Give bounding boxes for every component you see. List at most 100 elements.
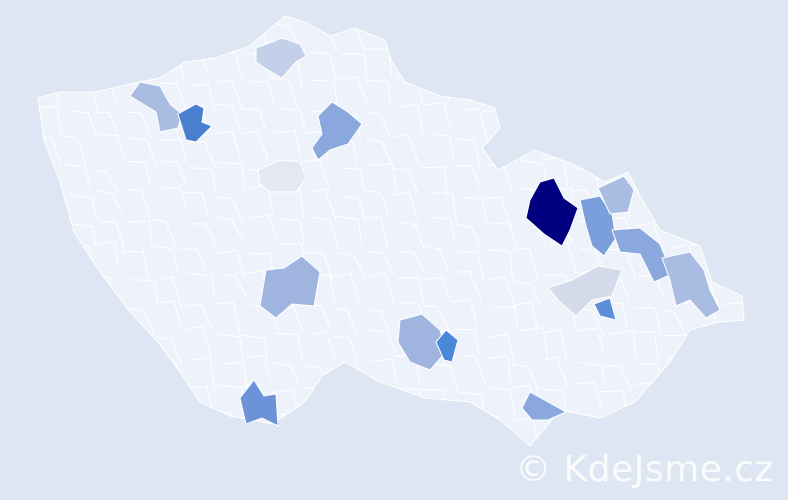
district-border (544, 24, 572, 57)
district-border (340, 52, 368, 83)
district-border (430, 450, 456, 476)
district-border (431, 363, 459, 392)
district-border (150, 219, 178, 249)
district-border (603, 81, 631, 108)
region-south-central (397, 313, 447, 371)
watermark-logo: © KdeJsme.cz (515, 449, 774, 490)
district-border (607, 104, 634, 129)
district-border (364, 419, 391, 446)
district-border (511, 78, 538, 109)
district-border (221, 361, 248, 387)
district-border (92, 111, 120, 138)
district-border (730, 327, 744, 357)
district-border (754, 383, 780, 412)
district-border (38, 106, 62, 134)
district-border (422, 244, 450, 273)
district-border (160, 138, 187, 162)
district-border (727, 223, 744, 254)
district-border (391, 191, 419, 220)
district-border (632, 331, 659, 360)
district-border (332, 382, 360, 410)
district-border (516, 45, 543, 76)
district-border (151, 413, 179, 440)
district-border (310, 188, 338, 222)
region-central-grey (257, 159, 307, 193)
district-border (70, 194, 98, 220)
district-border (91, 300, 119, 332)
district-border (690, 78, 718, 105)
region-east-c (611, 227, 673, 283)
district-border (131, 278, 159, 302)
district-border (540, 356, 568, 386)
district-border (570, 22, 597, 47)
district-border (393, 409, 420, 438)
district-border (512, 246, 539, 279)
district-border (218, 162, 246, 193)
district-border (485, 163, 513, 193)
district-border (726, 111, 744, 136)
district-border (365, 137, 393, 165)
district-border (159, 82, 186, 107)
district-border (365, 391, 393, 419)
district-border (455, 165, 482, 190)
district-border (700, 358, 727, 387)
district-border (752, 78, 778, 102)
district-border (216, 80, 244, 111)
district-border (750, 354, 776, 382)
district-border (398, 276, 425, 309)
district-border (333, 272, 361, 305)
district-border (484, 355, 511, 382)
district-border (721, 50, 744, 82)
district-border (62, 328, 90, 359)
district-border (720, 388, 744, 421)
district-border (186, 304, 213, 331)
district-border (661, 26, 689, 57)
district-border (691, 388, 719, 419)
district-border (636, 222, 663, 250)
district-border (633, 82, 661, 114)
region-south-west (259, 255, 321, 319)
district-border (155, 276, 183, 309)
district-border (698, 415, 725, 442)
district-border (306, 252, 334, 281)
district-border (251, 214, 278, 240)
district-border (635, 307, 663, 334)
district-border (64, 163, 91, 188)
region-far-east (661, 251, 721, 319)
district-border (690, 104, 717, 134)
district-border (216, 333, 244, 360)
district-border (38, 219, 65, 244)
district-border (575, 381, 602, 409)
district-border (340, 76, 368, 103)
district-border (38, 443, 66, 446)
district-border (460, 196, 487, 221)
district-border (38, 272, 58, 296)
district-border (180, 419, 208, 446)
district-border (331, 308, 359, 339)
district-border (125, 54, 152, 84)
district-border (692, 24, 720, 52)
district-border (580, 247, 607, 273)
district-border (610, 50, 638, 80)
district-border (67, 385, 95, 411)
district-border (217, 22, 245, 49)
district-border (489, 386, 516, 416)
district-border (753, 51, 779, 77)
district-border (213, 103, 240, 129)
district-border (38, 23, 63, 52)
district-border (185, 444, 212, 446)
district-border (129, 331, 157, 362)
district-border (66, 270, 94, 298)
district-border (660, 54, 688, 85)
district-border (454, 419, 482, 446)
district-border (274, 129, 301, 156)
district-border (272, 362, 300, 386)
district-border (454, 138, 481, 168)
district-border (64, 439, 91, 446)
district-border (310, 51, 338, 81)
district-border (691, 50, 718, 75)
district-border (276, 332, 303, 360)
district-border (481, 443, 509, 446)
district-border (188, 357, 216, 390)
